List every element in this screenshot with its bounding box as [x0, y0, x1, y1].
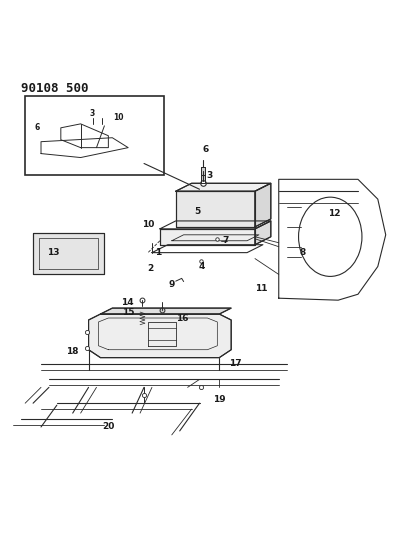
Text: 3: 3: [206, 171, 213, 180]
Text: 18: 18: [66, 347, 79, 356]
Text: 5: 5: [194, 206, 201, 215]
Polygon shape: [33, 233, 105, 274]
Text: 12: 12: [328, 208, 340, 217]
Text: 13: 13: [47, 248, 59, 257]
Text: 9: 9: [168, 280, 175, 289]
Text: 10: 10: [142, 221, 154, 229]
Polygon shape: [101, 308, 231, 314]
Text: 8: 8: [299, 248, 306, 257]
Polygon shape: [255, 221, 271, 245]
Polygon shape: [89, 314, 231, 358]
Text: 1: 1: [155, 248, 161, 257]
Text: 10: 10: [113, 113, 124, 122]
Text: 14: 14: [122, 297, 134, 306]
Text: 3: 3: [90, 109, 95, 118]
Polygon shape: [176, 191, 255, 227]
Text: 17: 17: [229, 359, 242, 368]
Polygon shape: [176, 183, 271, 191]
Text: 6: 6: [202, 145, 209, 154]
Text: 6: 6: [34, 123, 40, 132]
Text: 7: 7: [222, 236, 229, 245]
Polygon shape: [255, 183, 271, 227]
Text: 11: 11: [255, 284, 267, 293]
Text: 20: 20: [102, 423, 115, 432]
Text: 90108 500: 90108 500: [21, 82, 89, 95]
Text: 2: 2: [147, 264, 153, 273]
Bar: [25, 96, 164, 175]
Text: 4: 4: [198, 262, 205, 271]
Polygon shape: [160, 229, 255, 245]
Text: 15: 15: [122, 308, 134, 317]
Text: 19: 19: [213, 395, 226, 403]
Polygon shape: [201, 167, 205, 183]
Text: 16: 16: [176, 313, 188, 322]
